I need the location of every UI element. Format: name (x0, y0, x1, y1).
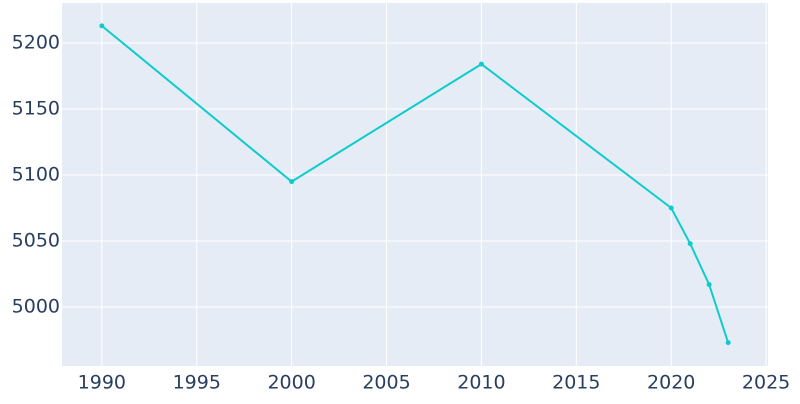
x-tick-label: 2010 (457, 372, 505, 394)
y-tick-label: 5150 (12, 97, 60, 119)
x-tick-label: 2020 (647, 372, 695, 394)
point (668, 205, 674, 211)
y-tick-label: 5050 (12, 229, 60, 251)
x-tick-label: 1990 (78, 372, 126, 394)
x-tick-label: 1995 (173, 372, 221, 394)
point (289, 179, 295, 185)
x-tick-label: 2015 (552, 372, 600, 394)
x-tick-label: 2025 (742, 372, 790, 394)
y-tick-label: 5100 (12, 163, 60, 185)
x-tick-label: 2005 (362, 372, 410, 394)
y-tick-label: 5200 (12, 31, 60, 53)
point (706, 282, 712, 288)
point (99, 23, 105, 29)
point (478, 61, 484, 67)
x-tick-label: 2000 (267, 372, 315, 394)
y-tick-label: 5000 (12, 295, 60, 317)
plot-area (62, 3, 768, 366)
point (725, 340, 731, 346)
point (687, 241, 693, 247)
